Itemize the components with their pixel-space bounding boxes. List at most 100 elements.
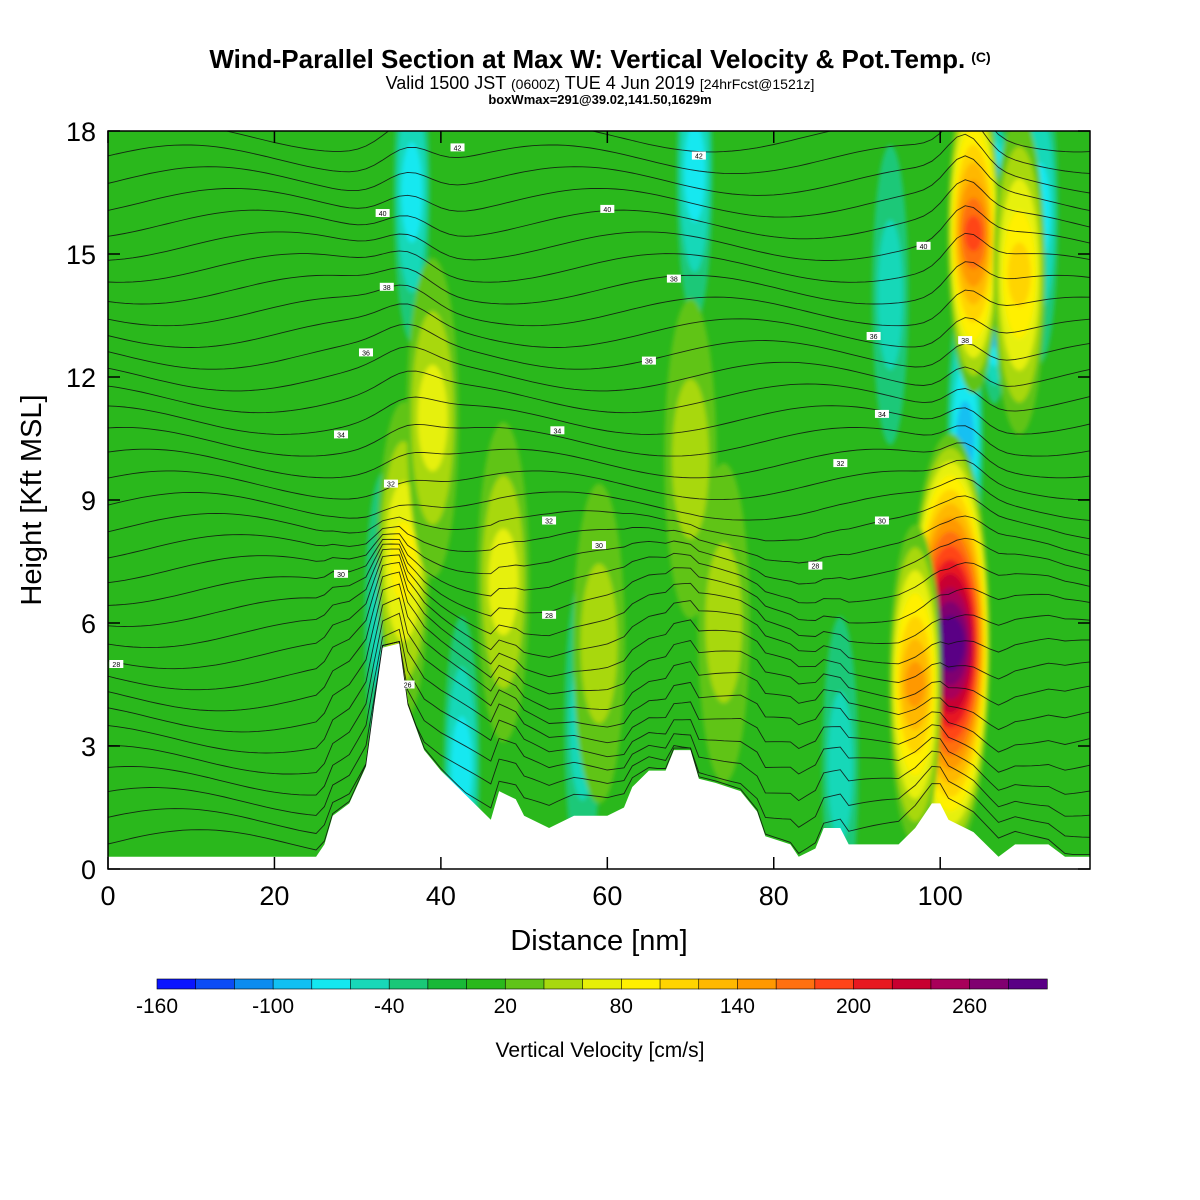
isentrope-line xyxy=(108,561,1090,691)
updraft-region xyxy=(580,563,618,724)
isentrope-label: 32 xyxy=(545,519,553,526)
x-axis-label: Distance [nm] xyxy=(510,925,687,957)
isentrope-label-bg xyxy=(916,241,931,250)
colorbar-swatch xyxy=(427,978,468,990)
isentrope-label: 28 xyxy=(112,662,120,669)
isentropes xyxy=(108,131,1090,856)
x-tick-label: 0 xyxy=(100,881,115,911)
isentrope-label-bg xyxy=(542,516,557,525)
isentrope-line xyxy=(108,640,1090,856)
x-tick-label: 60 xyxy=(592,881,622,911)
updraft-region xyxy=(905,661,925,708)
isentrope-label-bg xyxy=(550,426,565,435)
isentrope-label: 28 xyxy=(811,564,819,571)
colorbar-swatch xyxy=(853,978,893,990)
x-tick-label: 20 xyxy=(259,881,289,911)
isentrope-label: 32 xyxy=(836,461,844,468)
colorbar-swatch xyxy=(698,978,739,990)
isentrope-label-bg xyxy=(808,561,823,570)
colorbar-tick-label: -100 xyxy=(252,995,294,1018)
isentrope-label-bg xyxy=(542,610,557,619)
colorbar-swatch xyxy=(930,978,971,990)
isentrope-label: 42 xyxy=(695,154,703,161)
isentrope-label-bg xyxy=(592,541,606,550)
colorbar-swatch xyxy=(311,978,352,990)
isentrope-label-bg xyxy=(379,282,394,291)
isentrope-line xyxy=(108,554,1090,670)
isentrope-label: 32 xyxy=(387,482,395,489)
colorbar-tick-label: -40 xyxy=(374,995,404,1018)
colorbar-tick-label: 260 xyxy=(952,995,987,1018)
isentrope-line xyxy=(108,232,1090,283)
y-tick-label: 12 xyxy=(66,363,96,393)
isentrope-label-bg xyxy=(358,348,373,357)
colorbar-swatch xyxy=(543,978,584,990)
isentrope-label-bg xyxy=(109,660,124,668)
isentrope-label: 40 xyxy=(603,207,611,214)
isentrope-label-bg xyxy=(691,151,706,160)
isentrope-line xyxy=(108,323,1090,370)
isentrope-line xyxy=(108,423,1090,457)
y-tick-label: 6 xyxy=(81,609,96,639)
forecast-info: [24hrFcst@1521z] xyxy=(699,76,815,92)
colorbar-swatch xyxy=(350,978,390,990)
colorbar-swatch xyxy=(504,978,545,990)
isentrope-line xyxy=(108,533,1090,585)
isentrope-line xyxy=(108,477,1090,521)
colorbar-swatch xyxy=(234,978,274,990)
isentrope-label: 36 xyxy=(362,350,370,357)
isentrope-line xyxy=(108,612,1090,775)
updraft-region xyxy=(390,521,417,602)
y-axis-label: Height [Kft MSL] xyxy=(16,394,48,605)
isentrope-line xyxy=(108,597,1090,754)
isentrope-line xyxy=(108,179,1090,240)
isentrope-line xyxy=(108,640,1090,838)
isentrope-line xyxy=(108,495,1090,542)
isentrope-line xyxy=(108,261,1090,305)
isentrope-line xyxy=(108,205,1090,261)
isentrope-line xyxy=(108,370,1090,414)
colorbar-tick-label: -160 xyxy=(136,995,178,1018)
y-tick-label: 9 xyxy=(81,486,96,516)
x-tick-label: 100 xyxy=(918,881,963,911)
plot-area: 28 30 34 36 32 38 40 42 26 28 32 34 30 40 36 38 42 28 32 30… xyxy=(108,131,1090,869)
isentrope-line xyxy=(108,628,1090,796)
colorbar-swatch xyxy=(814,978,855,990)
colorbar-swatch xyxy=(737,978,777,990)
isentrope-label-bg xyxy=(334,430,349,439)
colorbar-swatch xyxy=(659,978,700,990)
isentrope-label-bg xyxy=(375,209,390,217)
colorbar-swatch xyxy=(195,978,235,990)
colorbar-swatch xyxy=(891,978,932,990)
colorbar-tick-label: 20 xyxy=(494,995,517,1018)
isentrope-labels: 28 30 34 36 32 38 40 42 26 28 32 34 30 40 36 38 42 28 32 30… xyxy=(109,143,973,690)
updraft-region xyxy=(964,215,983,252)
isentrope-label-bg xyxy=(400,680,415,689)
isentrope-label: 38 xyxy=(670,277,678,284)
colorbar: -160 -100 -40 20 80 140 200 260 xyxy=(136,978,1048,1018)
title-text: Wind-Parallel Section at Max W: Vertical… xyxy=(209,44,966,74)
updraft-region xyxy=(1007,242,1031,307)
isentrope-line xyxy=(108,543,1090,627)
isentrope-line xyxy=(108,303,1090,348)
isentrope-label: 30 xyxy=(595,543,603,550)
colorbar-tick-label: 80 xyxy=(610,995,633,1018)
y-tick-label: 18 xyxy=(66,117,96,147)
colorbar-swatch xyxy=(582,978,622,990)
updraft-region xyxy=(672,379,709,539)
y-tick-label: 3 xyxy=(81,732,96,762)
y-tick-label: 0 xyxy=(81,855,96,885)
colorbar-swatch xyxy=(621,978,661,990)
x-tick-label: 80 xyxy=(759,881,789,911)
isentrope-label-bg xyxy=(450,143,465,152)
isentrope-line xyxy=(108,640,1090,817)
isentrope-label: 30 xyxy=(337,572,345,579)
box-wmax-line: boxWmax=291@39.02,141.50,1629m xyxy=(488,92,712,107)
isentrope-label: 38 xyxy=(383,285,391,292)
valid-zulu: (0600Z) xyxy=(511,76,561,92)
isentrope-label-bg xyxy=(866,332,881,340)
colorbar-swatch xyxy=(156,978,197,990)
isentrope-label-bg xyxy=(641,356,656,365)
valid-prefix: Valid 1500 JST xyxy=(385,73,506,93)
